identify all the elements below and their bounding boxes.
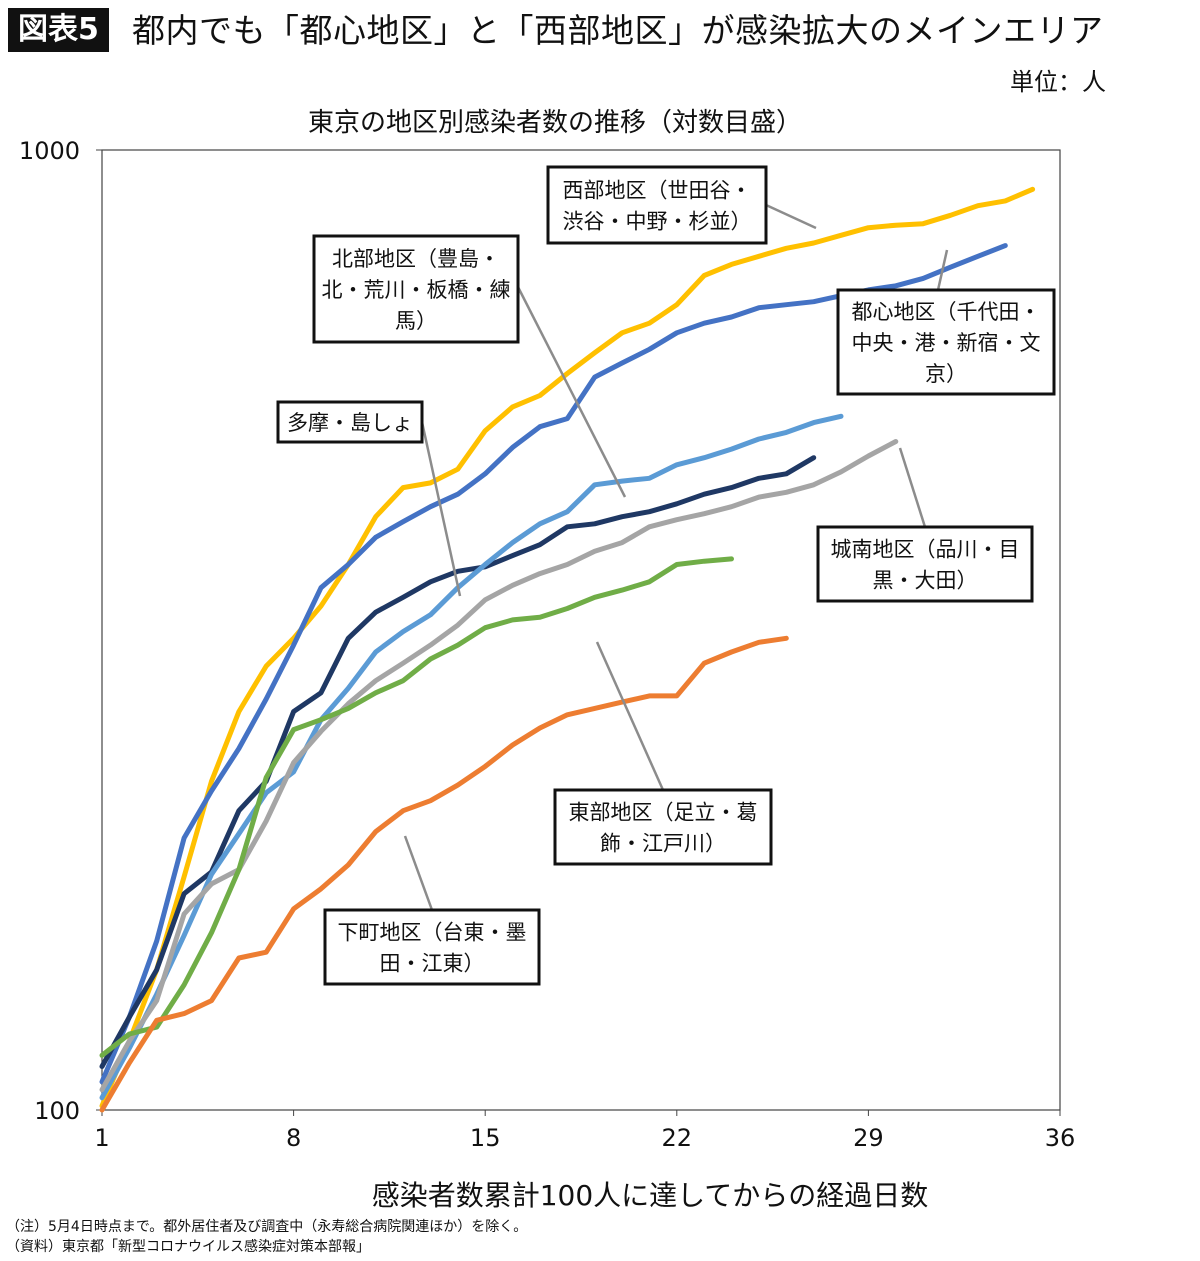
x-tick-label: 22 bbox=[662, 1124, 693, 1152]
callout-label: 城南地区（品川・目 bbox=[831, 538, 1020, 562]
callout-box bbox=[312, 234, 520, 344]
callout-label: 馬） bbox=[395, 309, 437, 333]
figure-number-badge: 図表5 bbox=[8, 8, 109, 52]
footnote-source: （資料）東京都「新型コロナウイルス感染症対策本部報」 bbox=[6, 1239, 370, 1255]
series-line-3 bbox=[99, 413, 844, 1101]
callout-box bbox=[276, 400, 424, 444]
callout-box bbox=[816, 525, 1034, 603]
y-tick-label: 100 bbox=[34, 1097, 80, 1125]
x-axis-title: 感染者数累計100人に達してからの経過日数 bbox=[371, 1179, 929, 1212]
callout-box bbox=[323, 908, 541, 986]
x-tick-label: 36 bbox=[1045, 1124, 1076, 1152]
y-tick-label: 1000 bbox=[19, 137, 80, 165]
x-tick-label: 15 bbox=[470, 1124, 501, 1152]
unit-label: 単位：人 bbox=[1010, 68, 1106, 96]
chart-title: 東京の地区別感染者数の推移（対数目盛） bbox=[307, 108, 802, 138]
callout-label: 渋谷・中野・杉並） bbox=[563, 210, 752, 234]
callout-box bbox=[546, 165, 768, 245]
callout-label: 下町地区（台東・墨 bbox=[338, 921, 527, 945]
callout-leader-line bbox=[420, 421, 462, 597]
callout-label: 東部地区（足立・葛 bbox=[569, 801, 758, 825]
callout-label: 京） bbox=[925, 362, 967, 386]
callout-label: 北・荒川・板橋・練 bbox=[322, 278, 511, 302]
series-line-5 bbox=[99, 556, 734, 1058]
plot-frame bbox=[101, 149, 1061, 1111]
callout-leader-line bbox=[403, 835, 434, 911]
callout-label: 都心地区（千代田・ bbox=[852, 300, 1041, 324]
series-line-2 bbox=[99, 455, 817, 1069]
x-tick-label: 8 bbox=[286, 1124, 301, 1152]
callout-leader-line bbox=[936, 249, 949, 291]
callout-label: 多摩・島しょ bbox=[287, 411, 413, 435]
callout-label: 西部地区（世田谷・ bbox=[563, 179, 752, 203]
callout-leader-line bbox=[898, 447, 927, 528]
header: 図表5 都内でも「都心地区」と「西部地区」が感染拡大のメインエリア bbox=[0, 0, 1200, 62]
callout-label: 北部地区（豊島・ bbox=[332, 247, 500, 271]
callout-label: 中央・港・新宿・文 bbox=[852, 331, 1041, 355]
callout-label: 田・江東） bbox=[380, 952, 485, 976]
x-tick-label: 29 bbox=[853, 1124, 884, 1152]
headline: 都内でも「都心地区」と「西部地区」が感染拡大のメインエリア bbox=[132, 11, 1104, 50]
x-tick-label: 1 bbox=[94, 1124, 109, 1152]
callout-leader-line bbox=[765, 203, 817, 230]
callout-box bbox=[836, 288, 1056, 396]
callout-leader-line bbox=[516, 286, 627, 498]
callout-box bbox=[553, 788, 773, 866]
series-line-4 bbox=[99, 439, 899, 1093]
callout-label: 飾・江戸川） bbox=[600, 832, 726, 856]
callout-label: 黒・大田） bbox=[873, 569, 978, 593]
series-line-0 bbox=[99, 186, 1036, 1109]
callout-leader-line bbox=[595, 641, 665, 791]
series-line-6 bbox=[99, 635, 789, 1113]
footnote-note: （注）5月4日時点まで。都外居住者及び調査中（永寿総合病院関連ほか）を除く。 bbox=[6, 1219, 528, 1235]
